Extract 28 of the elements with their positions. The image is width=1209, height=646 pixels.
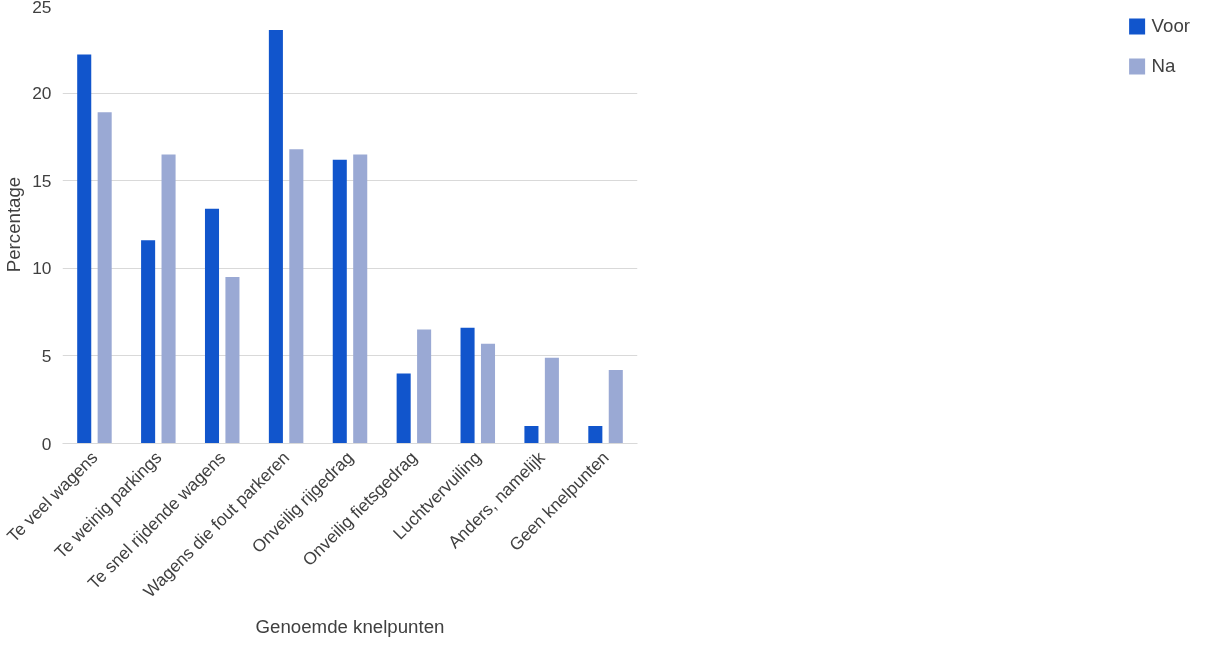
bar xyxy=(268,30,283,444)
y-tick-label: 10 xyxy=(32,258,52,279)
bar xyxy=(608,369,623,444)
bar xyxy=(480,343,496,444)
y-axis-title: Percentage xyxy=(3,176,25,273)
bar xyxy=(544,357,559,444)
bar xyxy=(353,154,368,444)
bar xyxy=(77,54,92,444)
bar xyxy=(97,112,112,444)
bar xyxy=(204,208,220,444)
y-tick-label: 20 xyxy=(32,83,52,104)
bar xyxy=(396,373,411,444)
y-tick-label: 5 xyxy=(41,345,52,366)
bar xyxy=(588,425,603,444)
bar xyxy=(332,159,347,444)
legend-label: Voor xyxy=(1151,15,1190,37)
bar xyxy=(225,277,240,444)
y-tick-label: 25 xyxy=(32,0,52,17)
bar xyxy=(417,329,432,444)
bar xyxy=(524,425,539,444)
y-tick-label: 15 xyxy=(32,170,52,191)
bar xyxy=(141,240,156,444)
bar xyxy=(289,149,304,444)
y-tick-label: 0 xyxy=(41,433,52,454)
bar xyxy=(460,327,475,444)
bar xyxy=(161,154,176,444)
legend-label: Na xyxy=(1151,55,1176,77)
x-axis-title: Genoemde knelpunten xyxy=(255,616,445,638)
